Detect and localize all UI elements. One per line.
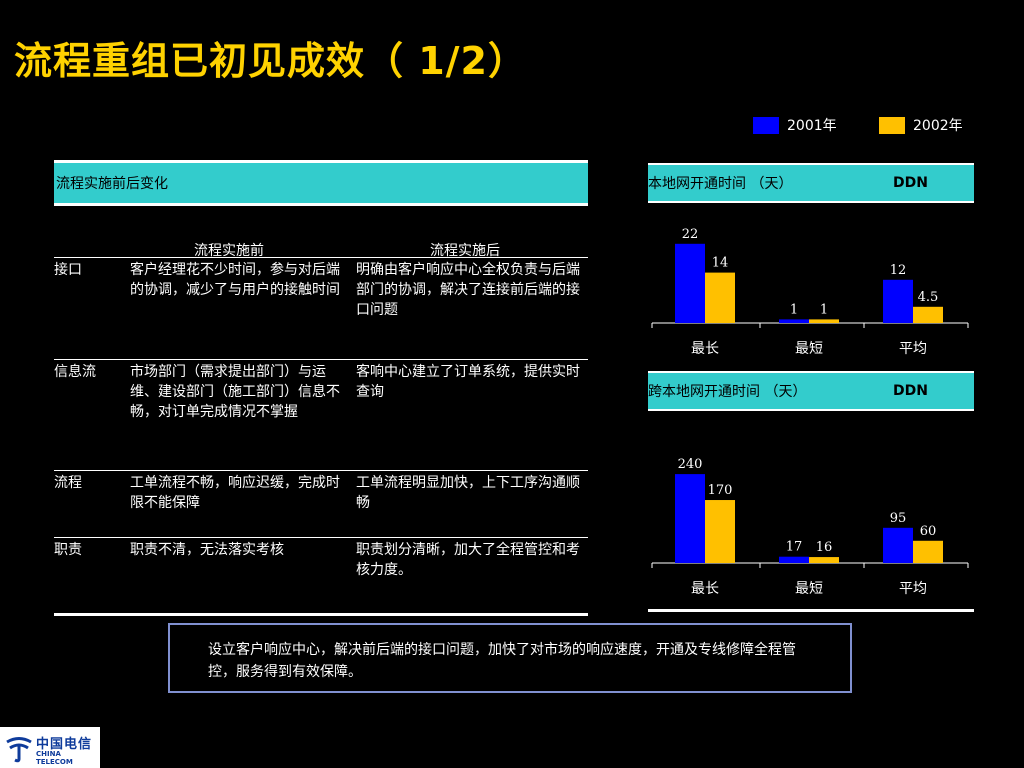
bar-2001 — [779, 319, 809, 323]
cross-network-bar-chart: 240 170 最长 17 16 最短 95 60 平均 — [651, 457, 969, 597]
table-header: 流程实施前后变化 — [54, 160, 588, 206]
row-after: 工单流程明显加快，上下工序沟通顺畅 — [356, 475, 580, 511]
row-key: 接口 — [54, 262, 82, 278]
category-label: 最短 — [795, 341, 823, 357]
local-network-bar-chart: 22 14 最长 1 1 最短 12 4.5 平均 — [651, 227, 969, 357]
bar-2001 — [883, 527, 913, 563]
chart-header: 本地网开通时间 （天） DDN — [648, 163, 974, 203]
chart-bottom-border — [648, 609, 974, 612]
category-label: 最短 — [795, 581, 823, 597]
row-before: 市场部门（需求提出部门）与运维、建设部门（施工部门）信息不畅，对订单完成情况不掌… — [130, 364, 340, 420]
table-bottom-border — [54, 613, 588, 616]
bar-2002 — [809, 557, 839, 563]
chart-title: 跨本地网开通时间 （天） — [648, 384, 807, 400]
bar-2002 — [705, 272, 735, 323]
bar-2001 — [883, 279, 913, 323]
row-before: 工单流程不畅，响应迟缓，完成时限不能保障 — [130, 475, 340, 511]
bar-2001 — [675, 474, 705, 563]
row-divider — [54, 257, 588, 258]
data-label: 60 — [920, 524, 937, 539]
row-before: 客户经理花不少时间，参与对后端的协调，减少了与用户的接触时间 — [130, 262, 340, 298]
bar-2002 — [913, 540, 943, 563]
row-divider — [54, 470, 588, 471]
legend-swatch-2002 — [879, 116, 905, 134]
data-label: 240 — [678, 457, 703, 472]
china-telecom-logo: 中国电信 CHINA TELECOM — [0, 727, 100, 768]
process-comparison-table: 流程实施前后变化 流程实施前 流程实施后 接口 客户经理花不少时间，参与对后端的… — [54, 160, 588, 616]
local-network-chart: 本地网开通时间 （天） DDN 22 14 最长 1 1 最短 12 4.5 平均 — [648, 163, 974, 369]
legend-label-2001: 2001年 — [787, 118, 837, 134]
data-label: 16 — [816, 540, 833, 555]
data-label: 1 — [820, 302, 828, 317]
bar-2002 — [705, 500, 735, 563]
chart-title: 本地网开通时间 （天） — [648, 176, 793, 192]
data-label: 17 — [786, 540, 803, 555]
data-label: 170 — [708, 483, 733, 498]
legend-label-2002: 2002年 — [913, 118, 963, 134]
category-label: 最长 — [691, 581, 719, 597]
legend-item-2002: 2002年 — [879, 114, 963, 136]
bar-2002 — [809, 319, 839, 323]
row-after: 明确由客户响应中心全权负责与后端部门的协调，解决了连接前后端的接口问题 — [356, 262, 580, 318]
logo-text-en: CHINA TELECOM — [36, 750, 73, 766]
data-label: 1 — [790, 302, 798, 317]
legend-swatch-2001 — [753, 116, 779, 134]
column-header-after: 流程实施后 — [430, 243, 500, 259]
data-label: 4.5 — [918, 290, 939, 305]
row-after: 客响中心建立了订单系统，提供实时查询 — [356, 364, 580, 400]
chart-subtitle: DDN — [893, 383, 928, 399]
row-key: 职责 — [54, 542, 82, 558]
bar-2002 — [913, 306, 943, 323]
category-label: 平均 — [899, 341, 927, 357]
row-divider — [54, 537, 588, 538]
bar-2001 — [675, 243, 705, 323]
chart-subtitle: DDN — [893, 175, 928, 191]
telecom-logo-icon — [6, 737, 32, 763]
data-label: 22 — [682, 227, 699, 242]
summary-callout: 设立客户响应中心，解决前后端的接口问题，加快了对市场的响应速度，开通及专线修障全… — [168, 623, 852, 693]
row-key: 信息流 — [54, 364, 96, 380]
row-divider — [54, 359, 588, 360]
logo-text-cn: 中国电信 — [36, 737, 93, 752]
data-label: 14 — [712, 256, 729, 271]
row-before: 职责不清，无法落实考核 — [130, 542, 284, 558]
category-label: 最长 — [691, 341, 719, 357]
chart-header: 跨本地网开通时间 （天） DDN — [648, 371, 974, 411]
row-key: 流程 — [54, 475, 82, 491]
cross-network-chart: 跨本地网开通时间 （天） DDN 240 170 最长 17 16 最短 95 60 平均 — [648, 371, 974, 612]
bar-2001 — [779, 556, 809, 563]
row-after: 职责划分清晰，加大了全程管控和考核力度。 — [356, 542, 580, 578]
category-label: 平均 — [899, 581, 927, 597]
data-label: 95 — [890, 511, 907, 526]
data-label: 12 — [890, 263, 907, 278]
column-header-before: 流程实施前 — [194, 243, 264, 259]
page-title: 流程重组已初见成效（ 1/2） — [14, 39, 527, 83]
legend-item-2001: 2001年 — [753, 114, 837, 136]
